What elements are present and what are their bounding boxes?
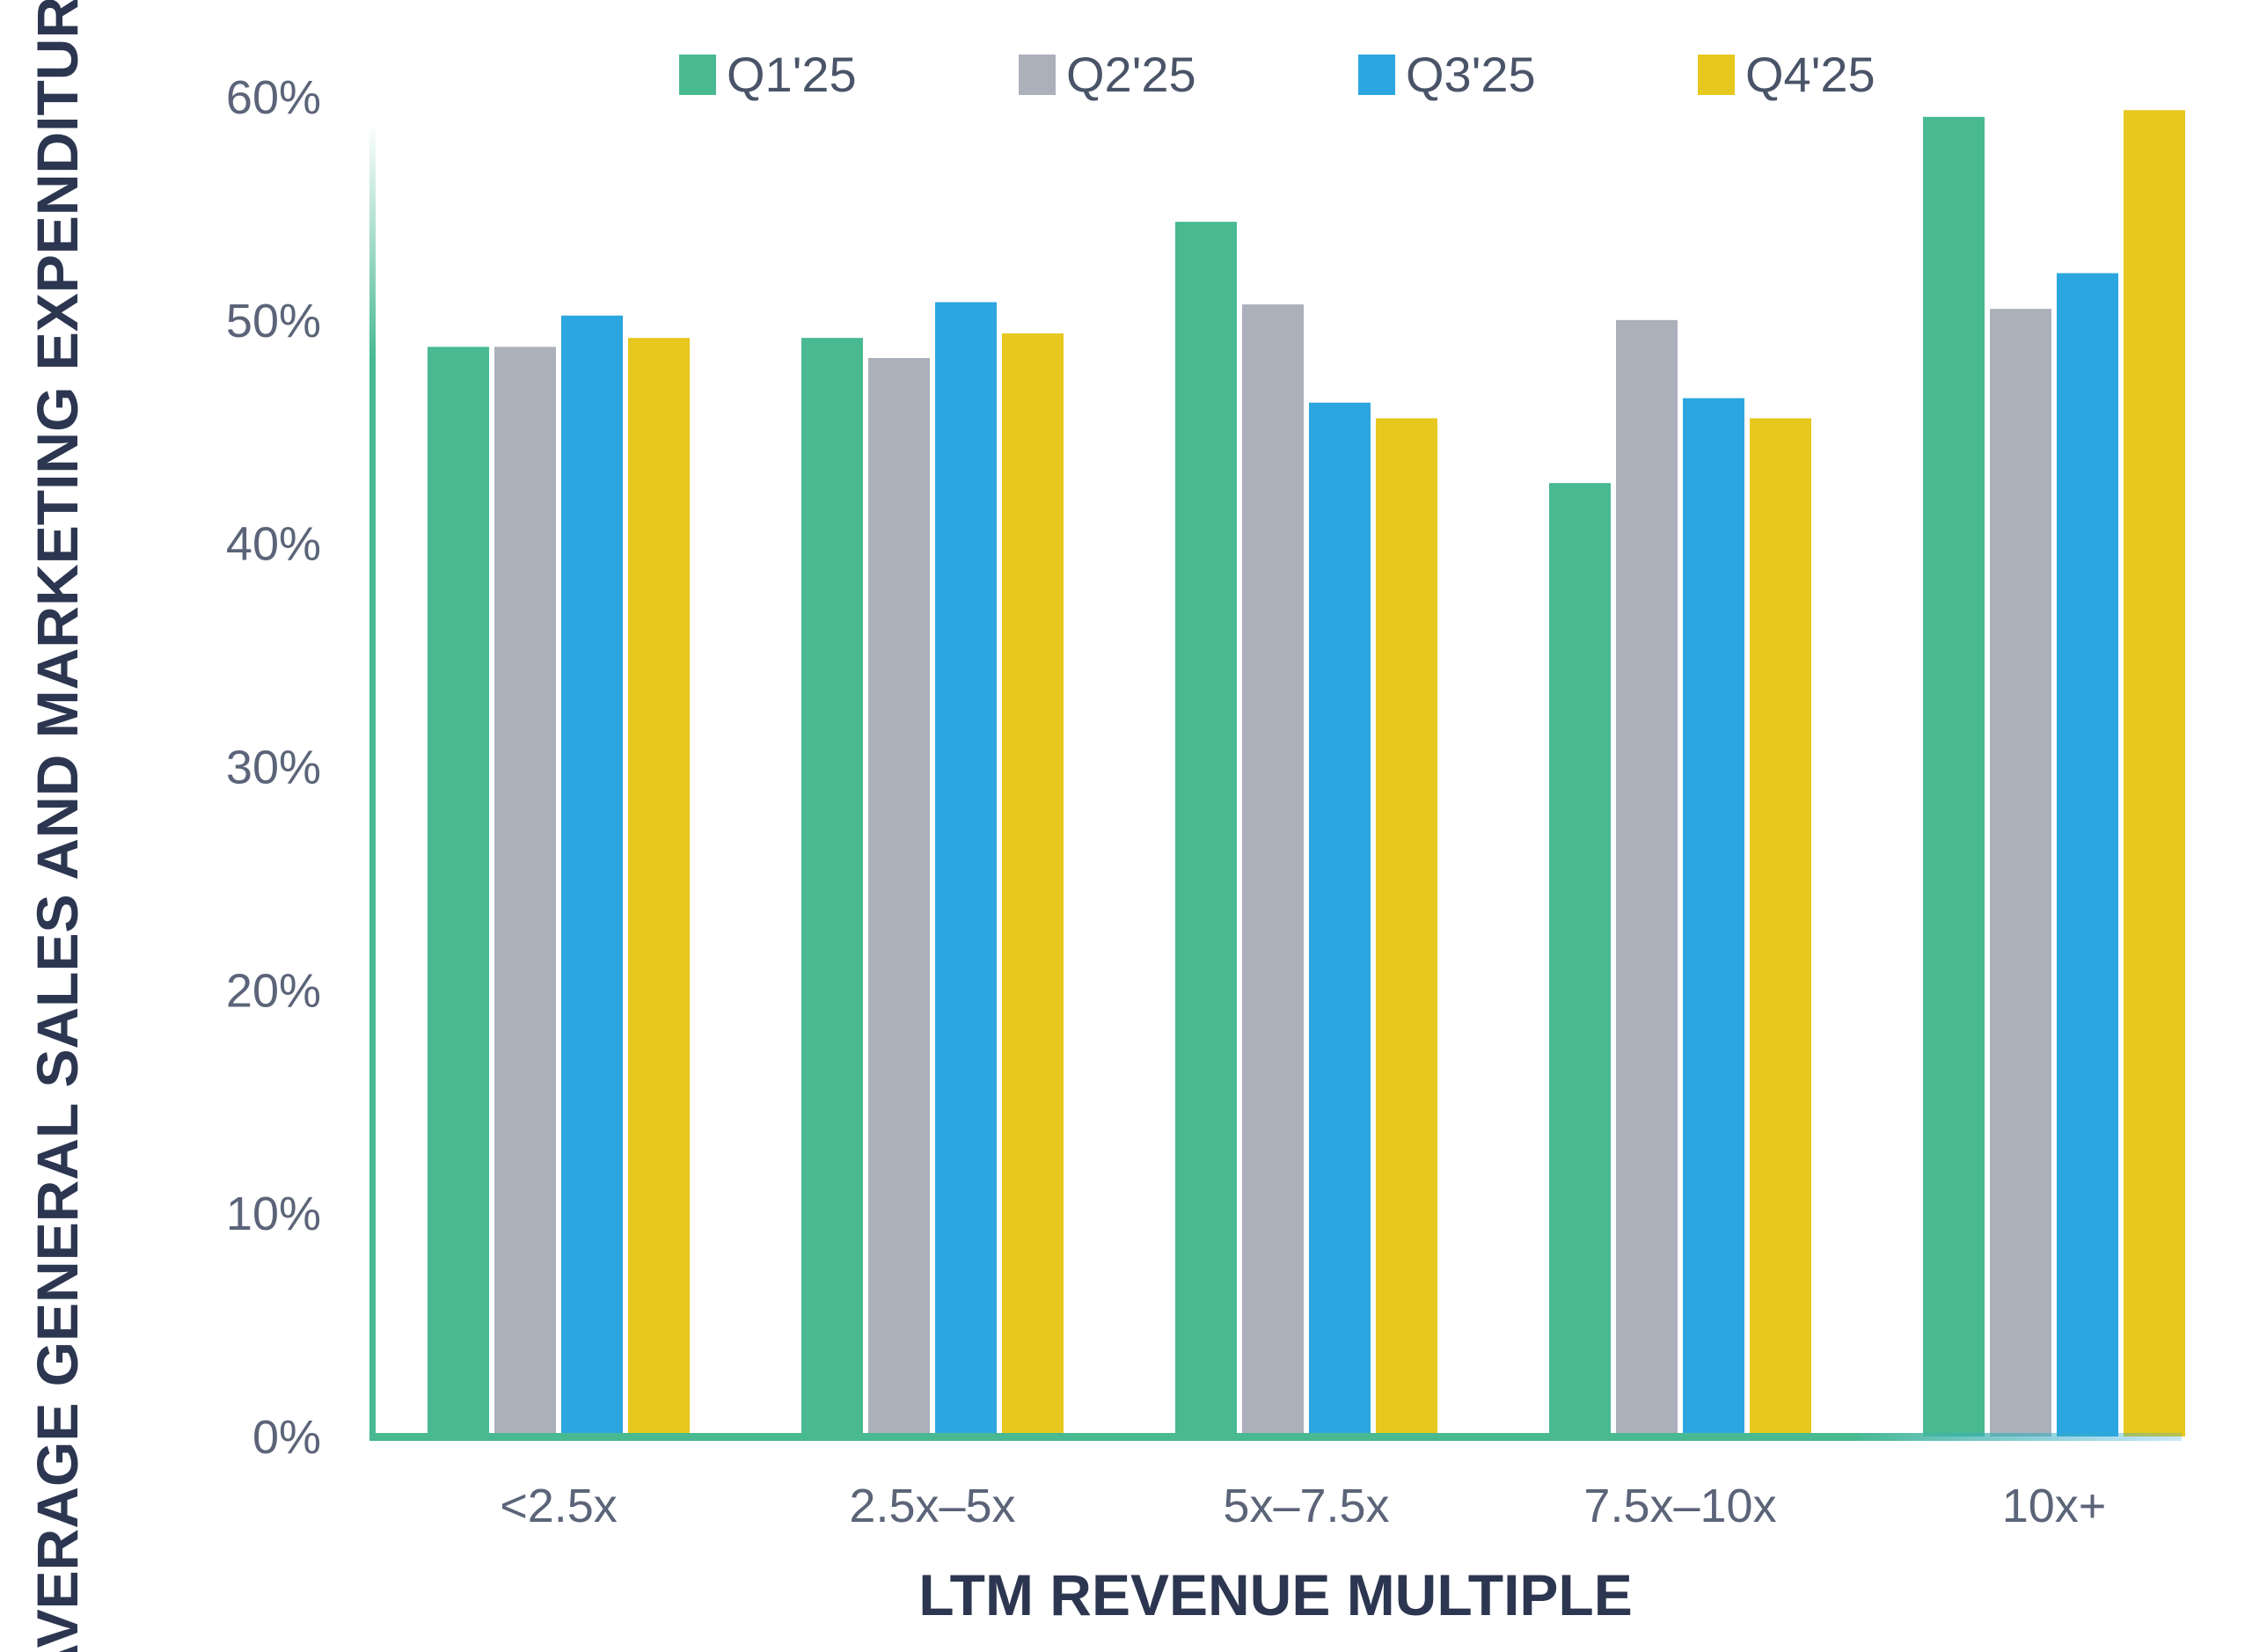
y-tick-label: 30% xyxy=(226,742,321,794)
bar-Q325-0 xyxy=(561,315,623,1437)
x-axis-title: LTM REVENUE MULTIPLE xyxy=(918,1562,1633,1627)
x-tick-label: 10x+ xyxy=(2002,1480,2107,1532)
y-tick-label: 20% xyxy=(226,964,321,1017)
x-tick-label: 5x–7.5x xyxy=(1223,1480,1389,1532)
y-tick-labels: 0% 10% 20% 30% 40% 50% 60% xyxy=(226,71,321,1464)
bars xyxy=(428,110,2185,1437)
y-tick-label: 40% xyxy=(226,518,321,571)
y-tick-label: 10% xyxy=(226,1188,321,1240)
legend-label: Q4'25 xyxy=(1745,47,1875,102)
legend: Q1'25 Q2'25 Q3'25 Q4'25 xyxy=(679,47,1875,102)
y-tick-label: 60% xyxy=(226,71,321,124)
bar-Q425-2 xyxy=(1376,418,1437,1436)
bar-Q225-4 xyxy=(1990,309,2051,1437)
x-tick-label: 2.5x–5x xyxy=(849,1480,1015,1532)
bar-Q425-0 xyxy=(628,338,690,1436)
x-tick-label: <2.5x xyxy=(500,1480,618,1532)
bar-Q125-2 xyxy=(1175,222,1237,1436)
y-axis-title: AVERAGE GENERAL SALES AND MARKETING EXPE… xyxy=(25,0,90,1652)
bar-Q425-3 xyxy=(1750,418,1811,1436)
axes xyxy=(369,123,2182,1441)
legend-label: Q1'25 xyxy=(727,47,857,102)
bar-Q225-1 xyxy=(868,357,930,1436)
bar-Q125-3 xyxy=(1549,483,1611,1437)
bar-Q225-2 xyxy=(1242,304,1304,1437)
x-axis-line xyxy=(369,1433,2182,1441)
bar-Q125-0 xyxy=(428,347,489,1436)
category-labels: <2.5x 2.5x–5x 5x–7.5x 7.5x–10x 10x+ xyxy=(500,1480,2106,1532)
bar-Q325-3 xyxy=(1683,398,1744,1436)
y-tick-label: 0% xyxy=(252,1411,321,1464)
y-axis-line xyxy=(369,123,376,1439)
bar-Q325-4 xyxy=(2057,273,2118,1436)
x-tick-label: 7.5x–10x xyxy=(1583,1480,1776,1532)
bar-Q225-3 xyxy=(1616,319,1678,1436)
bar-Q425-4 xyxy=(2124,110,2185,1437)
bar-Q125-1 xyxy=(801,338,863,1436)
legend-swatch xyxy=(1019,55,1056,95)
y-tick-label: 50% xyxy=(226,295,321,347)
bar-Q125-4 xyxy=(1923,116,1985,1437)
bar-Q325-2 xyxy=(1309,402,1371,1436)
legend-label: Q2'25 xyxy=(1066,47,1196,102)
legend-swatch xyxy=(1358,55,1395,95)
legend-swatch xyxy=(1698,55,1735,95)
bar-Q325-1 xyxy=(935,302,997,1437)
legend-label: Q3'25 xyxy=(1406,47,1536,102)
bar-Q425-1 xyxy=(1002,333,1064,1436)
legend-swatch xyxy=(679,55,716,95)
bar-Q225-0 xyxy=(494,347,556,1436)
